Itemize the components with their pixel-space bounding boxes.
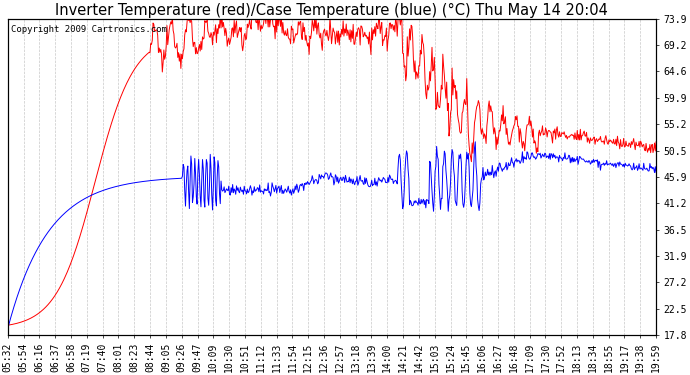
Text: Copyright 2009 Cartronics.com: Copyright 2009 Cartronics.com: [11, 25, 167, 34]
Title: Inverter Temperature (red)/Case Temperature (blue) (°C) Thu May 14 20:04: Inverter Temperature (red)/Case Temperat…: [55, 3, 609, 18]
